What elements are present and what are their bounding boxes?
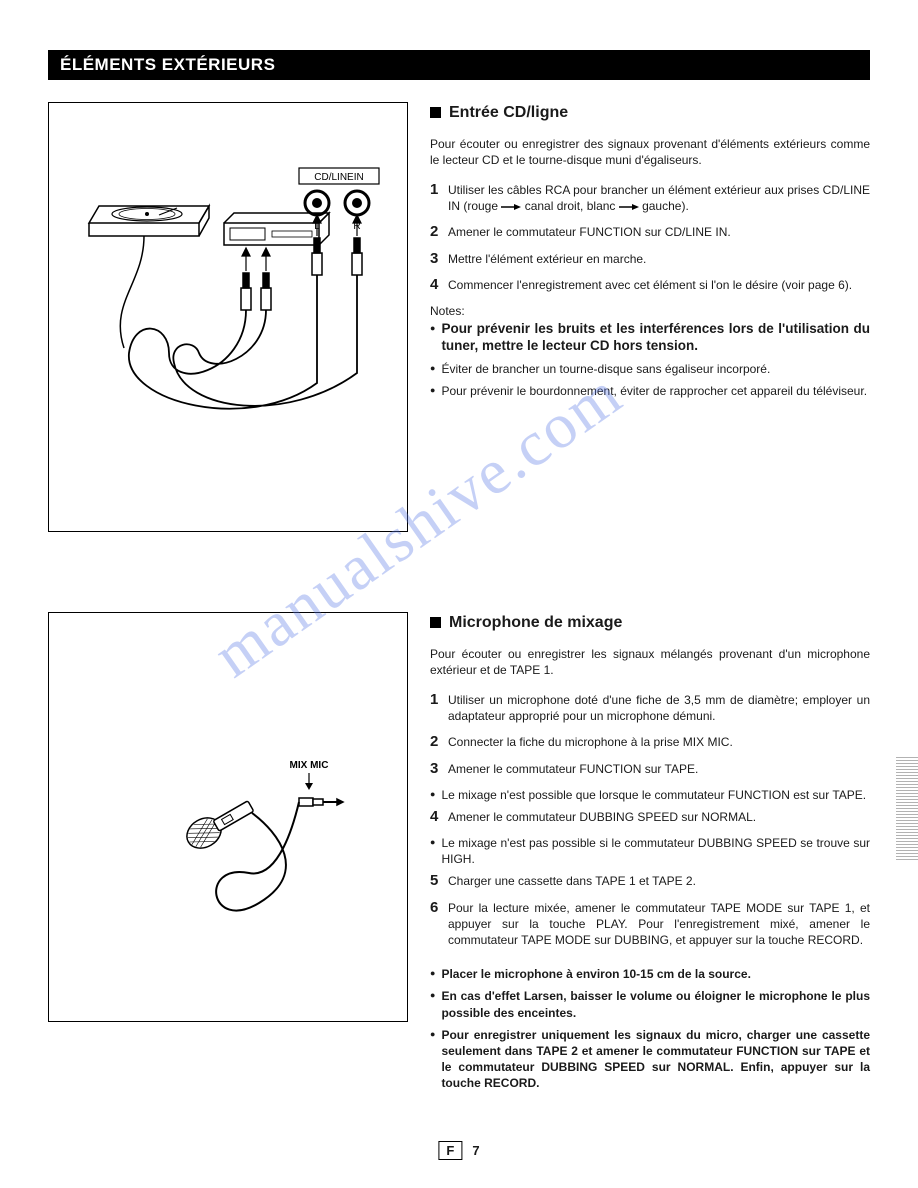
step: 3 Mettre l'élément extérieur en marche.	[430, 251, 870, 267]
step-body: Connecter la fiche du microphone à la pr…	[448, 734, 870, 750]
section-cd-line: CD/LINEIN L R	[48, 102, 870, 532]
step-body: Amener le commutateur FUNCTION sur CD/LI…	[448, 224, 870, 240]
step-body: Pour la lecture mixée, amener le commuta…	[448, 900, 870, 949]
step-body: Amener le commutateur DUBBING SPEED sur …	[448, 809, 870, 825]
bullet: Le mixage n'est possible que lorsque le …	[430, 787, 870, 803]
diagram-microphone: MIX MIC	[48, 612, 408, 1022]
step-num: 6	[430, 900, 442, 949]
section2-intro: Pour écouter ou enregistrer les signaux …	[430, 646, 870, 678]
step-body: Utiliser les câbles RCA pour brancher un…	[448, 182, 870, 214]
bullet-text: Pour enregistrer uniquement les signaux …	[441, 1027, 870, 1092]
cd-line-svg: CD/LINEIN L R	[49, 103, 409, 533]
step-num: 1	[430, 182, 442, 214]
step-num: 2	[430, 734, 442, 750]
page-letter: F	[438, 1141, 462, 1160]
step-num: 1	[430, 692, 442, 724]
section2-title: Microphone de mixage	[449, 612, 622, 634]
page-header: ÉLÉMENTS EXTÉRIEURS	[48, 50, 870, 80]
thumb-index	[896, 755, 918, 860]
bullet: Éviter de brancher un tourne-disque sans…	[430, 361, 870, 377]
bold-note: Pour prévenir les bruits et les interfér…	[441, 321, 870, 355]
step-body: Commencer l'enregistrement avec cet élém…	[448, 277, 870, 293]
bullet-text: Pour prévenir le bourdonnement, éviter d…	[441, 383, 870, 399]
mix-mic-label: MIX MIC	[290, 760, 329, 771]
bullet: Pour prévenir le bourdonnement, éviter d…	[430, 383, 870, 399]
step-body: Mettre l'élément extérieur en marche.	[448, 251, 870, 267]
section1-intro: Pour écouter ou enregistrer des signaux …	[430, 136, 870, 168]
step: 4 Amener le commutateur DUBBING SPEED sur…	[430, 809, 870, 825]
section1-title: Entrée CD/ligne	[449, 102, 568, 124]
step: 4 Commencer l'enregistrement avec cet élé…	[430, 277, 870, 293]
step: 1Utiliser un microphone doté d'une fiche…	[430, 692, 870, 724]
bullet: Le mixage n'est pas possible si le commu…	[430, 835, 870, 867]
page-number: F 7	[438, 1141, 479, 1160]
bullet-text: En cas d'effet Larsen, baisser le volume…	[441, 988, 870, 1020]
step: 5 Charger une cassette dans TAPE 1 et TAP…	[430, 873, 870, 889]
section1-heading: Entrée CD/ligne	[430, 102, 870, 124]
bullet-text: Placer le microphone à environ 10-15 cm …	[441, 966, 870, 982]
mic-svg: MIX MIC	[49, 613, 409, 1023]
bullet-text: Éviter de brancher un tourne-disque sans…	[441, 361, 870, 377]
bold-note-bullet: Pour prévenir les bruits et les interfér…	[430, 321, 870, 355]
step-num: 2	[430, 224, 442, 240]
section2-heading: Microphone de mixage	[430, 612, 870, 634]
step: 2 Connecter la fiche du microphone à la p…	[430, 734, 870, 750]
cd-label: CD/LINEIN	[314, 172, 363, 183]
step: 6Pour la lecture mixée, amener le commut…	[430, 900, 870, 949]
bullet-text: Le mixage n'est pas possible si le commu…	[441, 835, 870, 867]
section1-text: Entrée CD/ligne Pour écouter ou enregist…	[430, 102, 870, 532]
step-num: 5	[430, 873, 442, 889]
bullet: Placer le microphone à environ 10-15 cm …	[430, 966, 870, 982]
bullet-text: Le mixage n'est possible que lorsque le …	[441, 787, 870, 803]
bullet: En cas d'effet Larsen, baisser le volume…	[430, 988, 870, 1020]
diagram-cd-line: CD/LINEIN L R	[48, 102, 408, 532]
step-body: Charger une cassette dans TAPE 1 et TAPE…	[448, 873, 870, 889]
step-num: 4	[430, 809, 442, 825]
step-body: Utiliser un microphone doté d'une fiche …	[448, 692, 870, 724]
step-num: 3	[430, 761, 442, 777]
step-num: 4	[430, 277, 442, 293]
section-microphone: MIX MIC	[48, 612, 870, 1098]
step: 2 Amener le commutateur FUNCTION sur CD/L…	[430, 224, 870, 240]
step: 3 Amener le commutateur FUNCTION sur TAPE…	[430, 761, 870, 777]
step-body: Amener le commutateur FUNCTION sur TAPE.	[448, 761, 870, 777]
bullet: Pour enregistrer uniquement les signaux …	[430, 1027, 870, 1092]
notes-label: Notes:	[430, 303, 870, 319]
step-num: 3	[430, 251, 442, 267]
page-num-value: 7	[472, 1143, 479, 1158]
section2-text: Microphone de mixage Pour écouter ou enr…	[430, 612, 870, 1098]
step: 1Utiliser les câbles RCA pour brancher u…	[430, 182, 870, 214]
